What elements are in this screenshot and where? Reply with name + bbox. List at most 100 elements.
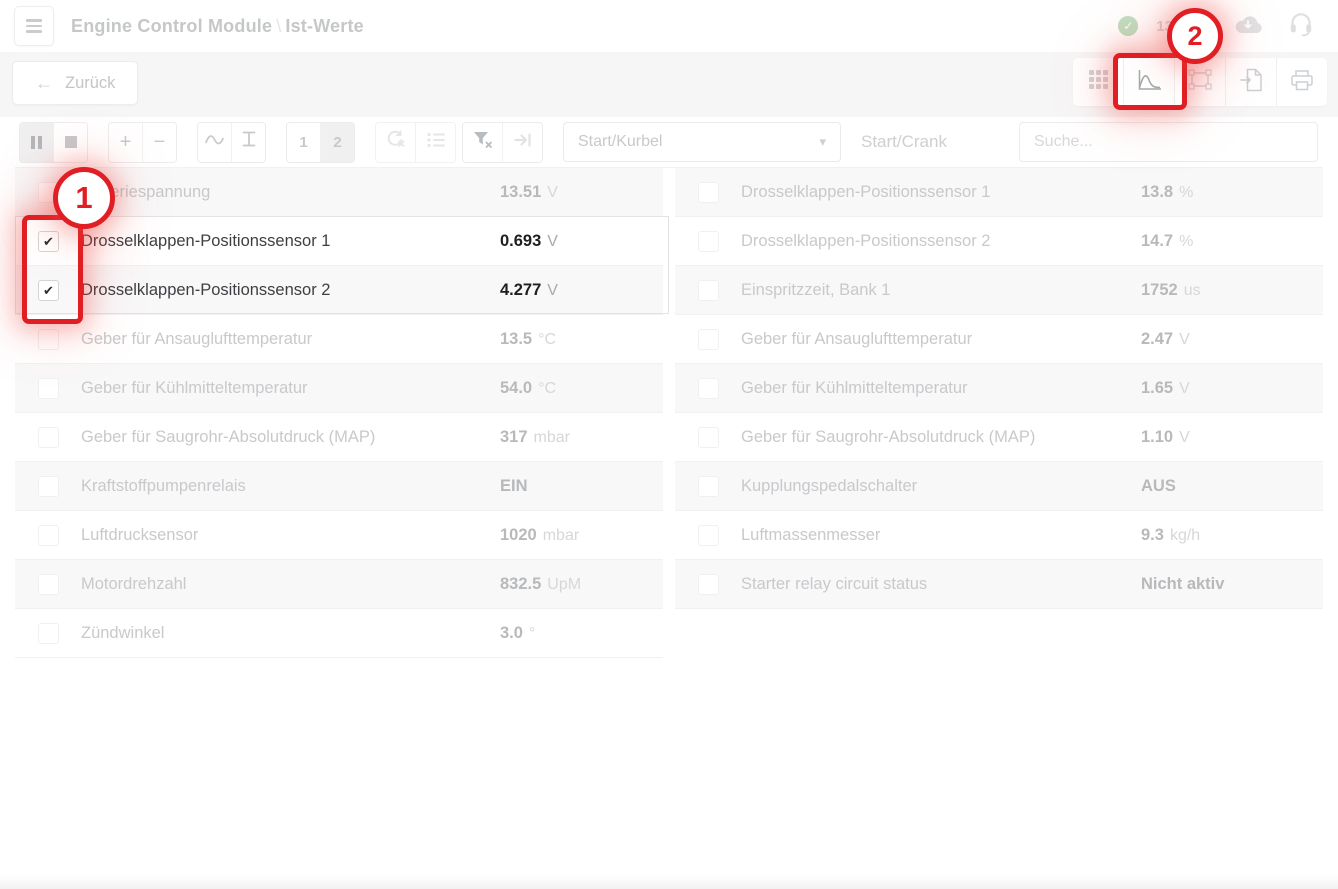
row-value: EIN — [500, 476, 528, 495]
row-checkbox[interactable] — [698, 524, 719, 546]
page-group: 1 2 — [286, 121, 355, 163]
table-row: Luftmassenmesser 9.3 kg/h — [675, 511, 1323, 560]
cloud-download-icon[interactable] — [1234, 14, 1262, 39]
chevron-down-icon: ▾ — [819, 134, 826, 149]
row-checkbox[interactable] — [698, 426, 719, 448]
row-checkbox[interactable] — [38, 622, 59, 644]
row-value-group: Nicht aktiv — [1141, 575, 1230, 594]
row-checkbox[interactable] — [698, 573, 719, 595]
row-checkbox[interactable] — [38, 524, 59, 546]
group-select-value: Start/Kurbel — [578, 133, 663, 150]
row-unit: V — [1179, 428, 1190, 446]
row-unit: °C — [538, 330, 557, 348]
headset-icon[interactable] — [1288, 11, 1314, 42]
row-checkbox[interactable] — [38, 426, 59, 448]
row-value: 13.51 — [500, 182, 542, 201]
row-checkbox[interactable] — [698, 475, 719, 497]
check-icon: ✔ — [43, 233, 54, 249]
row-value: 2.47 — [1141, 329, 1174, 348]
row-unit: mbar — [533, 428, 570, 446]
check-icon: ✔ — [43, 282, 54, 298]
table-row: Drosselklappen-Positionssensor 1 13.8 % — [675, 168, 1323, 217]
row-value: 1.65 — [1141, 378, 1174, 397]
page-2-button[interactable]: 2 — [321, 122, 354, 162]
row-value-group: 4.277 V — [500, 281, 558, 300]
table-row: Geber für Saugrohr-Absolutdruck (MAP) 31… — [15, 413, 663, 462]
row-label: Geber für Ansauglufttemperatur — [741, 329, 973, 348]
row-value: 1020 — [500, 525, 537, 544]
row-checkbox[interactable] — [698, 230, 719, 252]
row-value-group: 13.8 % — [1141, 183, 1193, 202]
row-value: 0.693 — [500, 231, 542, 250]
row-checkbox[interactable]: ✔ — [38, 279, 59, 301]
row-label: Drosselklappen-Positionssensor 1 — [81, 231, 331, 250]
list-icon — [426, 131, 446, 154]
smooth-curve-button[interactable] — [198, 122, 232, 162]
back-arrow-icon: ← — [35, 72, 53, 93]
row-unit: mbar — [542, 526, 580, 544]
row-label: Kraftstoffpumpenrelais — [81, 476, 246, 495]
zoom-group: + − — [108, 121, 177, 163]
row-checkbox[interactable] — [698, 328, 719, 350]
sub-toolbar: ← Zurück — [0, 52, 1338, 117]
row-unit: UpM — [547, 575, 582, 593]
row-value-group: 1020 mbar — [500, 526, 579, 545]
ibeam-range-icon — [241, 130, 257, 154]
back-button-label: Zurück — [65, 73, 116, 92]
print-button[interactable] — [1277, 58, 1327, 106]
filter-remove-icon — [472, 130, 493, 155]
clear-refresh-button[interactable] — [376, 122, 416, 162]
export-button[interactable] — [1226, 58, 1277, 106]
grid-view-button[interactable] — [1073, 58, 1124, 106]
search-input[interactable] — [1019, 122, 1318, 162]
pause-icon — [31, 135, 42, 149]
stop-button[interactable] — [54, 122, 87, 162]
list-button[interactable] — [416, 122, 455, 162]
clear-filter-button[interactable] — [463, 122, 503, 162]
row-unit: kg/h — [1169, 526, 1201, 544]
actions-toolbar: + − 1 2 — [0, 117, 1338, 167]
row-value-group: 832.5 UpM — [500, 575, 581, 594]
row-value-group: 3.0 ° — [500, 624, 535, 643]
row-checkbox[interactable] — [698, 279, 719, 301]
view-switch-group — [1073, 58, 1327, 106]
row-label: Drosselklappen-Positionssensor 2 — [741, 231, 991, 250]
row-checkbox[interactable] — [38, 377, 59, 399]
hamburger-menu-button[interactable] — [14, 6, 54, 46]
connection-ok-icon: ✓ — [1118, 16, 1139, 36]
row-label: Zündwinkel — [81, 623, 165, 642]
chart-view-button[interactable] — [1124, 58, 1175, 106]
row-label: Batteriespannung — [81, 182, 211, 201]
row-unit: us — [1183, 281, 1201, 299]
row-value-group: 1.10 V — [1141, 428, 1190, 447]
page-1-button[interactable]: 1 — [287, 122, 321, 162]
row-value: 54.0 — [500, 378, 533, 397]
selection-view-button[interactable] — [1175, 58, 1226, 106]
row-checkbox[interactable] — [38, 328, 59, 350]
row-label: Geber für Kühlmitteltemperatur — [81, 378, 308, 397]
row-checkbox[interactable]: ✔ — [38, 230, 59, 252]
row-checkbox[interactable] — [38, 573, 59, 595]
right-column: Drosselklappen-Positionssensor 1 13.8 % … — [675, 168, 1323, 658]
range-button[interactable] — [232, 122, 265, 162]
row-value: 9.3 — [1141, 525, 1164, 544]
pause-button[interactable] — [20, 122, 54, 162]
row-checkbox[interactable] — [698, 181, 719, 203]
row-value-group: AUS — [1141, 477, 1182, 496]
group-select-dropdown[interactable]: Start/Kurbel ▾ — [563, 122, 841, 162]
table-row: Zündwinkel 3.0 ° — [15, 609, 663, 658]
breadcrumb-page: Ist-Werte — [285, 15, 364, 36]
row-checkbox[interactable] — [38, 181, 59, 203]
add-button[interactable]: + — [109, 122, 143, 162]
jump-to-end-button[interactable] — [503, 122, 542, 162]
row-label: Geber für Ansauglufttemperatur — [81, 329, 313, 348]
row-checkbox[interactable] — [698, 377, 719, 399]
table-row: Geber für Kühlmitteltemperatur 1.65 V — [675, 364, 1323, 413]
row-value-group: 13.51 V — [500, 183, 558, 202]
row-value-group: 317 mbar — [500, 428, 570, 447]
printer-icon — [1289, 68, 1315, 97]
row-checkbox[interactable] — [38, 475, 59, 497]
back-button[interactable]: ← Zurück — [12, 61, 139, 105]
remove-button[interactable]: − — [143, 122, 176, 162]
row-value: 4.277 — [500, 280, 542, 299]
